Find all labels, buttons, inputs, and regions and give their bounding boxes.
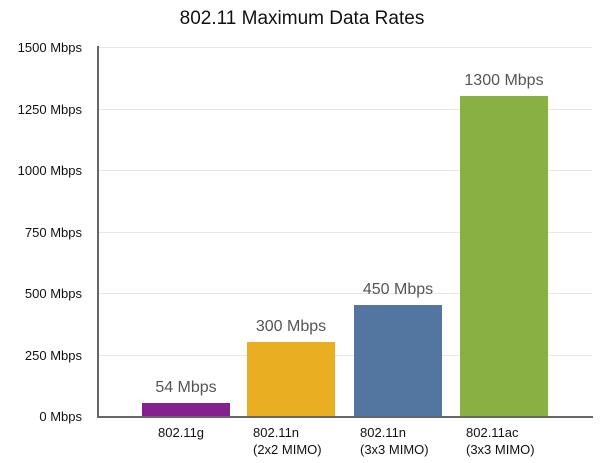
gridline (99, 109, 592, 110)
x-category-label: 802.11n (2x2 MIMO) (253, 425, 322, 457)
x-category-label: 802.11g (158, 425, 205, 440)
x-axis-line (97, 416, 593, 418)
gridline (99, 232, 592, 233)
bar-value-label: 1300 Mbps (464, 72, 544, 89)
bar (354, 305, 442, 416)
y-axis-line (97, 46, 99, 417)
gridline (99, 355, 592, 356)
y-tick-label: 0 Mbps (39, 409, 82, 424)
bar-value-label: 300 Mbps (255, 318, 327, 335)
x-category-label: 802.11n (3x3 MIMO) (360, 425, 429, 457)
y-tick-label: 1000 Mbps (17, 163, 82, 178)
bar-value-label: 450 Mbps (362, 281, 434, 298)
y-tick-label: 1500 Mbps (17, 40, 82, 55)
chart-title: 802.11 Maximum Data Rates (179, 8, 425, 29)
gridline (99, 170, 592, 171)
gridline (99, 47, 592, 48)
y-tick-label: 500 Mbps (24, 286, 82, 301)
gridline (99, 293, 592, 294)
y-tick-label: 750 Mbps (24, 225, 82, 240)
x-category-label: 802.11ac (3x3 MIMO) (466, 425, 535, 457)
y-tick-label: 1250 Mbps (17, 102, 82, 117)
bar-value-label: 54 Mbps (155, 379, 217, 396)
bar (460, 96, 548, 416)
bar (247, 342, 335, 416)
y-tick-label: 250 Mbps (24, 348, 82, 363)
bar (142, 403, 230, 416)
